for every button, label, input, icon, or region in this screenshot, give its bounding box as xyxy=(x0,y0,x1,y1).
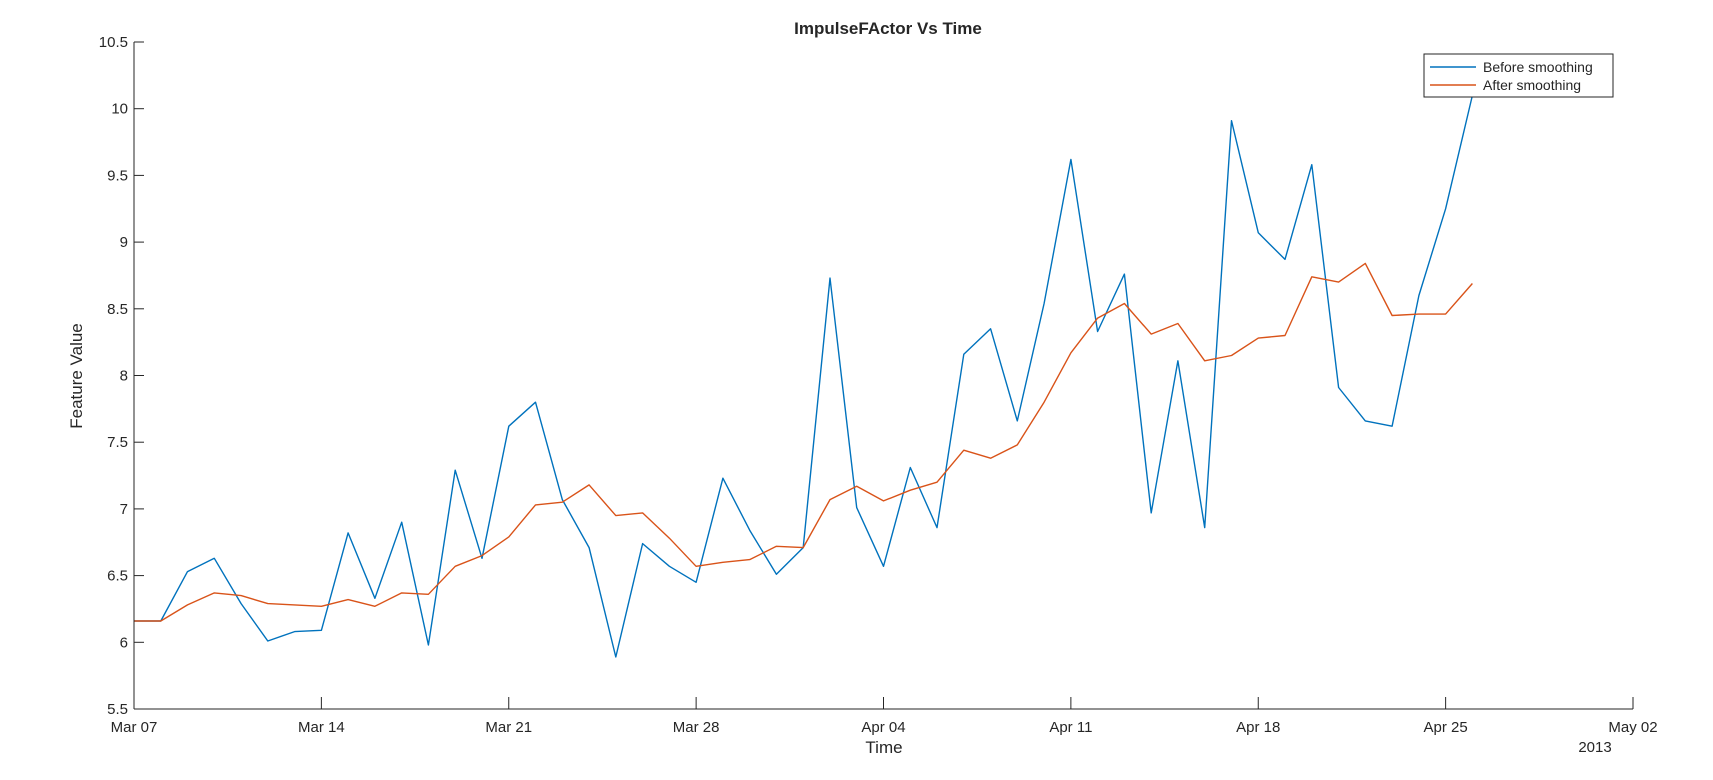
y-tick-label: 10.5 xyxy=(99,34,128,51)
legend-box xyxy=(1423,53,1614,98)
y-tick-label: 6.5 xyxy=(107,568,128,585)
legend-label-after-smoothing: After smoothing xyxy=(1483,77,1581,93)
y-tick-label: 5.5 xyxy=(107,701,128,718)
x-axis-year-label: 2013 xyxy=(1578,739,1611,756)
y-tick-label: 8 xyxy=(120,368,128,385)
legend-label-before-smoothing: Before smoothing xyxy=(1483,59,1593,75)
y-tick-label: 9 xyxy=(120,234,128,251)
y-tick-label: 8.5 xyxy=(107,301,128,318)
y-tick-label: 9.5 xyxy=(107,167,128,184)
x-tick-label: Mar 21 xyxy=(485,719,532,736)
y-axis-title: Feature Value xyxy=(67,323,86,429)
x-tick-label: Mar 28 xyxy=(673,719,720,736)
y-tick-label: 10 xyxy=(111,101,128,118)
x-tick-label: Mar 14 xyxy=(298,719,345,736)
series-layer xyxy=(134,95,1474,658)
series-line-after-smoothing xyxy=(134,262,1473,622)
x-tick-label: Apr 25 xyxy=(1424,719,1468,736)
x-axis-ticks: Mar 07 Mar 14 Mar 21 Mar 28 Apr 04 Apr 11 Apr … xyxy=(111,697,1658,736)
plot-area: Mar 07 Mar 14 Mar 21 Mar 28 Apr 04 Apr 11 Apr … xyxy=(99,34,1658,736)
x-tick-label: Apr 04 xyxy=(861,719,905,736)
x-axis-title: Time xyxy=(865,738,902,757)
x-tick-label: Apr 11 xyxy=(1049,719,1092,736)
y-tick-label: 7.5 xyxy=(107,434,128,451)
y-tick-label: 7 xyxy=(120,501,128,518)
x-tick-label: Mar 07 xyxy=(111,719,158,736)
chart-title: ImpulseFActor Vs Time xyxy=(794,19,982,38)
y-tick-label: 6 xyxy=(120,634,128,651)
x-tick-label: May 02 xyxy=(1608,719,1657,736)
y-axis-ticks: 5.5 6 6.5 7 7.5 8 8.5 9 9.5 10 10.5 xyxy=(99,34,144,718)
x-tick-label: Apr 18 xyxy=(1236,719,1280,736)
legend: Before smoothing After smoothing xyxy=(1423,53,1614,98)
